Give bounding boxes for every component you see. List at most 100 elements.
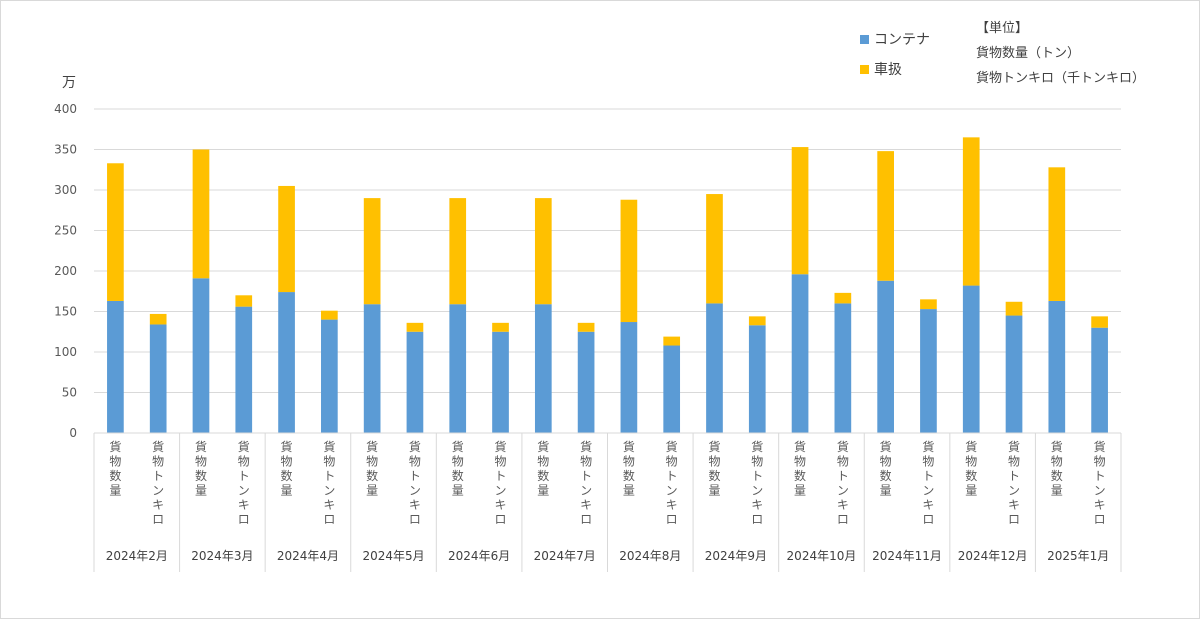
bar-rail bbox=[1005, 301, 1023, 316]
x-subcategory-label: 貨物数量 bbox=[965, 439, 977, 498]
y-tick-label: 250 bbox=[54, 224, 77, 238]
legend: コンテナ 車扱 bbox=[860, 32, 930, 78]
bar-container bbox=[235, 306, 253, 433]
x-subcategory-label: 貨物トンキロ bbox=[1008, 439, 1020, 527]
x-subcategory-label: 貨物トンキロ bbox=[580, 439, 592, 527]
bar-container bbox=[748, 325, 766, 433]
bar-container bbox=[149, 324, 167, 433]
x-subcategory-label: 貨物数量 bbox=[1051, 439, 1063, 498]
x-subcategory-label: 貨物トンキロ bbox=[837, 439, 849, 527]
x-group-label: 2024年7月 bbox=[534, 549, 596, 563]
bar-container bbox=[920, 309, 937, 433]
bar-container bbox=[1048, 300, 1066, 433]
bar-rail bbox=[406, 322, 424, 332]
x-subcategory-label: 貨物数量 bbox=[708, 439, 720, 498]
bar-rail bbox=[363, 198, 381, 305]
y-axis-unit-label: 万 bbox=[62, 75, 76, 91]
bar-container bbox=[962, 285, 980, 433]
x-subcategory-label: 貨物トンキロ bbox=[323, 439, 335, 527]
x-subcategory-label: 貨物数量 bbox=[537, 439, 549, 498]
bar-rail bbox=[192, 149, 210, 279]
bar-container bbox=[620, 322, 638, 433]
x-group-label: 2024年12月 bbox=[958, 549, 1028, 563]
bar-rail bbox=[920, 299, 937, 310]
x-subcategory-label: 貨物数量 bbox=[452, 439, 464, 498]
x-group-label: 2024年9月 bbox=[705, 549, 767, 563]
x-group-label: 2025年1月 bbox=[1047, 549, 1109, 563]
unit-note-line-1: 貨物数量（トン） bbox=[976, 45, 1080, 61]
y-tick-label: 100 bbox=[54, 345, 77, 359]
x-group-label: 2024年10月 bbox=[787, 549, 857, 563]
x-axis: 貨物数量 貨物トンキロ 貨物数量 貨物トンキロ 貨物数量 貨物トンキロ 貨物数量 貨物トンキロ… bbox=[93, 432, 1122, 572]
legend-label-rail: 車扱 bbox=[874, 61, 902, 78]
x-group-label: 2024年2月 bbox=[106, 549, 168, 563]
bar-container bbox=[706, 303, 723, 433]
x-subcategory-label: 貨物数量 bbox=[623, 439, 635, 498]
y-tick-label: 300 bbox=[54, 183, 77, 197]
bar-container bbox=[1005, 315, 1023, 433]
legend-swatch-rail bbox=[860, 65, 869, 74]
legend-swatch-container bbox=[860, 35, 869, 44]
x-subcategory-label: 貨物数量 bbox=[281, 439, 293, 498]
x-subcategory-label: 貨物トンキロ bbox=[495, 439, 507, 527]
y-tick-label: 50 bbox=[62, 386, 77, 400]
bar-container bbox=[363, 304, 381, 433]
x-group-label: 2024年11月 bbox=[872, 549, 942, 563]
bar-rail bbox=[834, 292, 852, 304]
bar-rail bbox=[620, 199, 638, 323]
x-group-label: 2024年4月 bbox=[277, 549, 339, 563]
bar-rail bbox=[663, 336, 681, 346]
bar-rail bbox=[748, 316, 766, 326]
x-subcategory-label: 貨物数量 bbox=[109, 439, 121, 498]
bar-rail bbox=[1091, 316, 1108, 328]
unit-note-title: 【単位】 bbox=[976, 20, 1028, 36]
y-axis-ticks: 0 50 100 150 200 250 300 350 400 bbox=[54, 102, 77, 440]
bar-container bbox=[1091, 327, 1108, 433]
y-tick-label: 0 bbox=[69, 426, 77, 440]
bar-rail bbox=[107, 163, 124, 301]
x-group-label: 2024年6月 bbox=[448, 549, 510, 563]
bar-container bbox=[192, 278, 210, 433]
bar-rail bbox=[706, 194, 723, 304]
gridlines bbox=[94, 108, 1121, 393]
x-subcategory-label: 貨物数量 bbox=[880, 439, 892, 498]
x-subcategory-label: 貨物トンキロ bbox=[238, 439, 250, 527]
y-tick-label: 150 bbox=[54, 305, 77, 319]
bar-container bbox=[449, 304, 467, 433]
y-tick-label: 200 bbox=[54, 264, 77, 278]
x-subcategory-label: 貨物トンキロ bbox=[409, 439, 421, 527]
bar-rail bbox=[877, 151, 894, 281]
bar-container bbox=[834, 303, 852, 433]
y-tick-label: 400 bbox=[54, 102, 77, 116]
x-group-label: 2024年5月 bbox=[362, 549, 424, 563]
bar-container bbox=[492, 331, 509, 433]
x-subcategory-label: 貨物数量 bbox=[366, 439, 378, 498]
x-subcategory-label: 貨物トンキロ bbox=[666, 439, 678, 527]
legend-label-container: コンテナ bbox=[874, 32, 930, 48]
bar-container bbox=[406, 331, 424, 433]
bar-container bbox=[321, 319, 338, 433]
x-subcategory-label: 貨物数量 bbox=[794, 439, 806, 498]
bar-rail bbox=[278, 185, 295, 293]
bar-container bbox=[577, 331, 595, 433]
x-group-label: 2024年3月 bbox=[191, 549, 253, 563]
bar-rail bbox=[534, 198, 552, 305]
x-group-label: 2024年8月 bbox=[619, 549, 681, 563]
bar-container bbox=[278, 292, 295, 433]
bar-rail bbox=[235, 295, 253, 307]
bar-rail bbox=[791, 147, 809, 275]
bar-container bbox=[534, 304, 552, 433]
unit-note-line-2: 貨物トンキロ（千トンキロ） bbox=[976, 70, 1145, 86]
x-subcategory-label: 貨物トンキロ bbox=[1094, 439, 1106, 527]
bar-container bbox=[663, 345, 681, 433]
x-subcategory-label: 貨物数量 bbox=[195, 439, 207, 498]
x-subcategory-label: 貨物トンキロ bbox=[922, 439, 934, 527]
bar-rail bbox=[149, 313, 167, 325]
x-subcategory-label: 貨物トンキロ bbox=[751, 439, 763, 527]
bar-rail bbox=[321, 310, 338, 320]
bars bbox=[107, 137, 1108, 433]
y-tick-label: 350 bbox=[54, 143, 77, 157]
bar-container bbox=[877, 280, 894, 433]
bar-rail bbox=[1048, 167, 1066, 301]
